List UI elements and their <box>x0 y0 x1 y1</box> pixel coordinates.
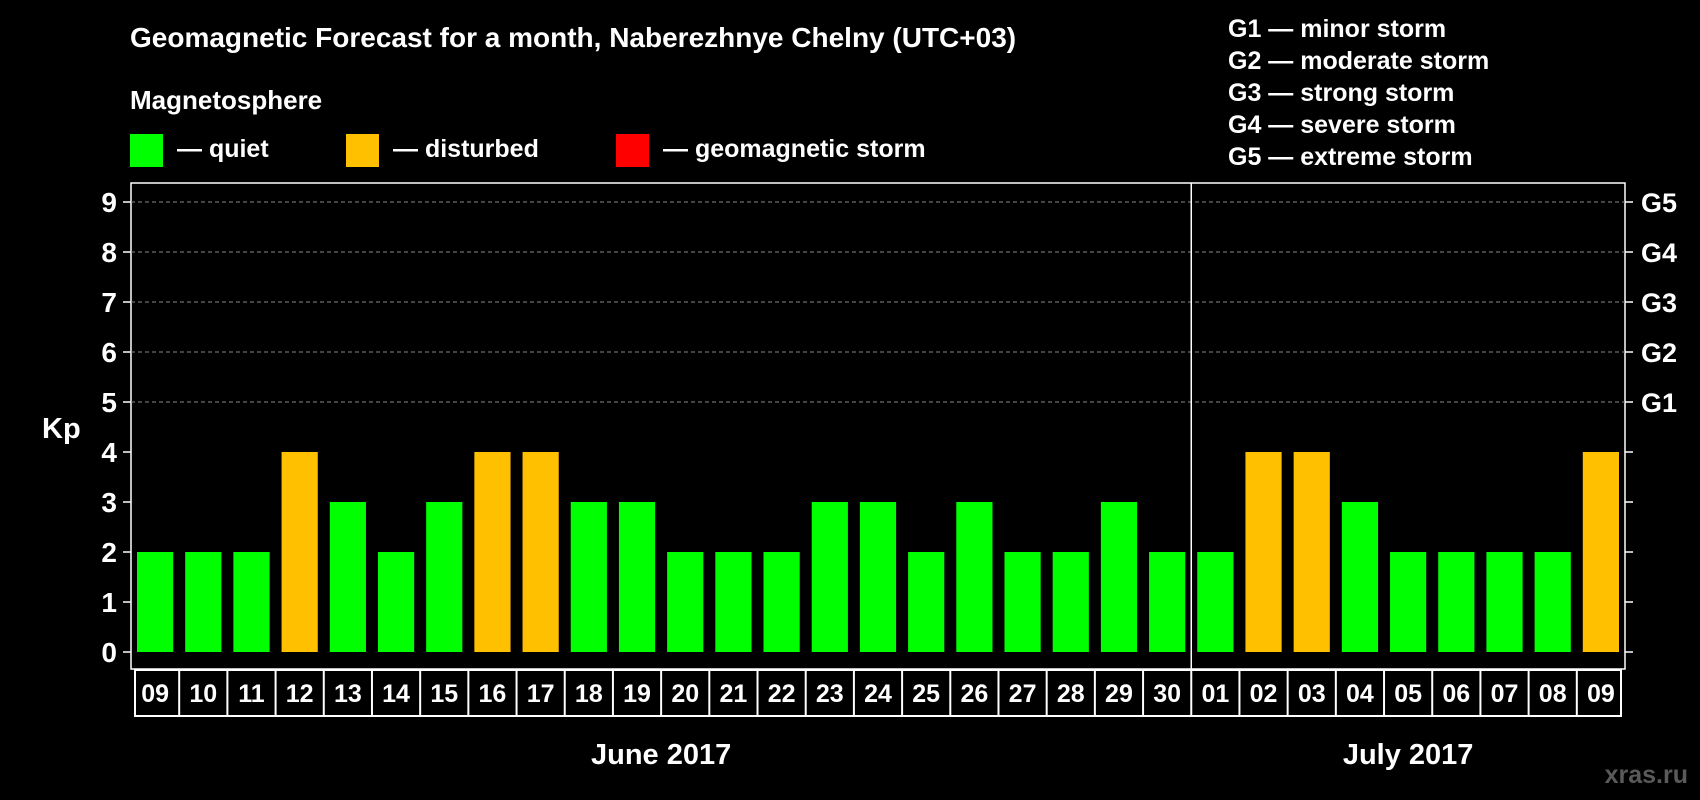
g-scale-label: G1 <box>1641 388 1677 418</box>
bar <box>618 502 656 652</box>
x-tick-label: 30 <box>1153 680 1181 708</box>
x-tick-label: 18 <box>575 680 603 708</box>
bar <box>1004 552 1041 652</box>
y-tick-label: 4 <box>101 437 117 468</box>
x-tick-label: 22 <box>768 680 796 708</box>
legend-label-quiet: — quiet <box>177 135 269 163</box>
bar <box>1534 552 1571 652</box>
storm-scale-g2: G2 — moderate storm <box>1228 47 1489 75</box>
bar <box>570 502 607 652</box>
x-tick-label: 29 <box>1105 680 1133 708</box>
x-tick-label: 04 <box>1346 680 1374 708</box>
bar <box>1245 452 1282 652</box>
x-tick-label: 02 <box>1250 680 1278 708</box>
y-tick-label: 3 <box>101 487 117 518</box>
month-label: July 2017 <box>1343 739 1474 771</box>
bar <box>1052 552 1089 652</box>
bar <box>715 552 752 652</box>
x-tick-label: 27 <box>1009 680 1037 708</box>
x-tick-label: 09 <box>1587 680 1615 708</box>
x-tick-label: 05 <box>1394 680 1422 708</box>
x-tick-label: 08 <box>1539 680 1567 708</box>
x-tick-label: 11 <box>238 680 265 708</box>
y-axis-label: Kp <box>42 413 81 445</box>
bar <box>859 502 897 652</box>
x-tick-label: 13 <box>334 680 362 708</box>
x-tick-label: 03 <box>1298 680 1326 708</box>
legend-title: Magnetosphere <box>130 85 322 115</box>
x-tick-label: 26 <box>960 680 988 708</box>
bar <box>329 502 366 652</box>
x-tick-label: 28 <box>1057 680 1085 708</box>
legend-swatch-storm <box>616 134 649 167</box>
bar <box>667 552 704 652</box>
g-scale-label: G4 <box>1641 238 1677 268</box>
bar <box>763 552 800 652</box>
bar <box>956 502 993 652</box>
bar <box>377 552 415 652</box>
y-tick-label: 2 <box>101 537 117 568</box>
x-tick-label: 21 <box>720 680 748 708</box>
g-scale-label: G2 <box>1641 338 1677 368</box>
y-tick-label: 7 <box>101 287 117 318</box>
x-tick-label: 23 <box>816 680 844 708</box>
bar <box>1100 502 1138 652</box>
legend-label-disturbed: — disturbed <box>393 135 539 163</box>
date-axis-frame <box>134 669 1622 717</box>
watermark: xras.ru <box>1605 761 1688 789</box>
x-tick-label: 25 <box>912 680 940 708</box>
x-tick-label: 17 <box>527 680 555 708</box>
bar <box>1390 552 1427 652</box>
bar <box>474 452 511 652</box>
bar <box>426 502 463 652</box>
bar <box>908 552 945 652</box>
storm-scale-g4: G4 — severe storm <box>1228 111 1456 139</box>
x-tick-label: 19 <box>623 680 651 708</box>
bar <box>1438 552 1475 652</box>
y-tick-label: 9 <box>101 187 117 218</box>
bar <box>1486 552 1523 652</box>
y-tick-label: 1 <box>101 587 117 618</box>
bar <box>1341 502 1379 652</box>
bar <box>1293 452 1330 652</box>
x-tick-label: 24 <box>864 680 892 708</box>
y-tick-label: 5 <box>101 387 117 418</box>
y-tick-label: 8 <box>101 237 117 268</box>
y-tick-label: 6 <box>101 337 117 368</box>
y-tick-label: 0 <box>101 637 117 668</box>
x-tick-label: 16 <box>479 680 507 708</box>
bar <box>1149 552 1186 652</box>
g-scale-label: G3 <box>1641 288 1677 318</box>
legend-label-storm: — geomagnetic storm <box>663 135 926 163</box>
bar <box>233 552 270 652</box>
bar <box>185 552 222 652</box>
x-tick-label: 20 <box>671 680 699 708</box>
storm-scale-g5: G5 — extreme storm <box>1228 143 1473 171</box>
x-tick-label: 07 <box>1491 680 1519 708</box>
legend-swatch-disturbed <box>346 134 379 167</box>
x-tick-label: 09 <box>141 680 169 708</box>
bar <box>137 552 174 652</box>
x-tick-label: 14 <box>382 680 410 708</box>
bar <box>522 452 559 652</box>
storm-scale-g1: G1 — minor storm <box>1228 15 1446 43</box>
g-scale-label: G5 <box>1641 188 1677 218</box>
bar <box>281 452 318 652</box>
storm-scale-g3: G3 — strong storm <box>1228 79 1454 107</box>
month-label: June 2017 <box>591 739 731 771</box>
x-tick-label: 06 <box>1442 680 1470 708</box>
x-tick-label: 01 <box>1201 680 1229 708</box>
x-tick-label: 12 <box>286 680 314 708</box>
legend-swatch-quiet <box>130 134 163 167</box>
x-tick-label: 10 <box>189 680 217 708</box>
chart-title: Geomagnetic Forecast for a month, Nabere… <box>130 22 1016 53</box>
bar <box>1197 552 1234 652</box>
bar <box>811 502 848 652</box>
x-tick-label: 15 <box>430 680 458 708</box>
bar <box>1582 452 1619 652</box>
